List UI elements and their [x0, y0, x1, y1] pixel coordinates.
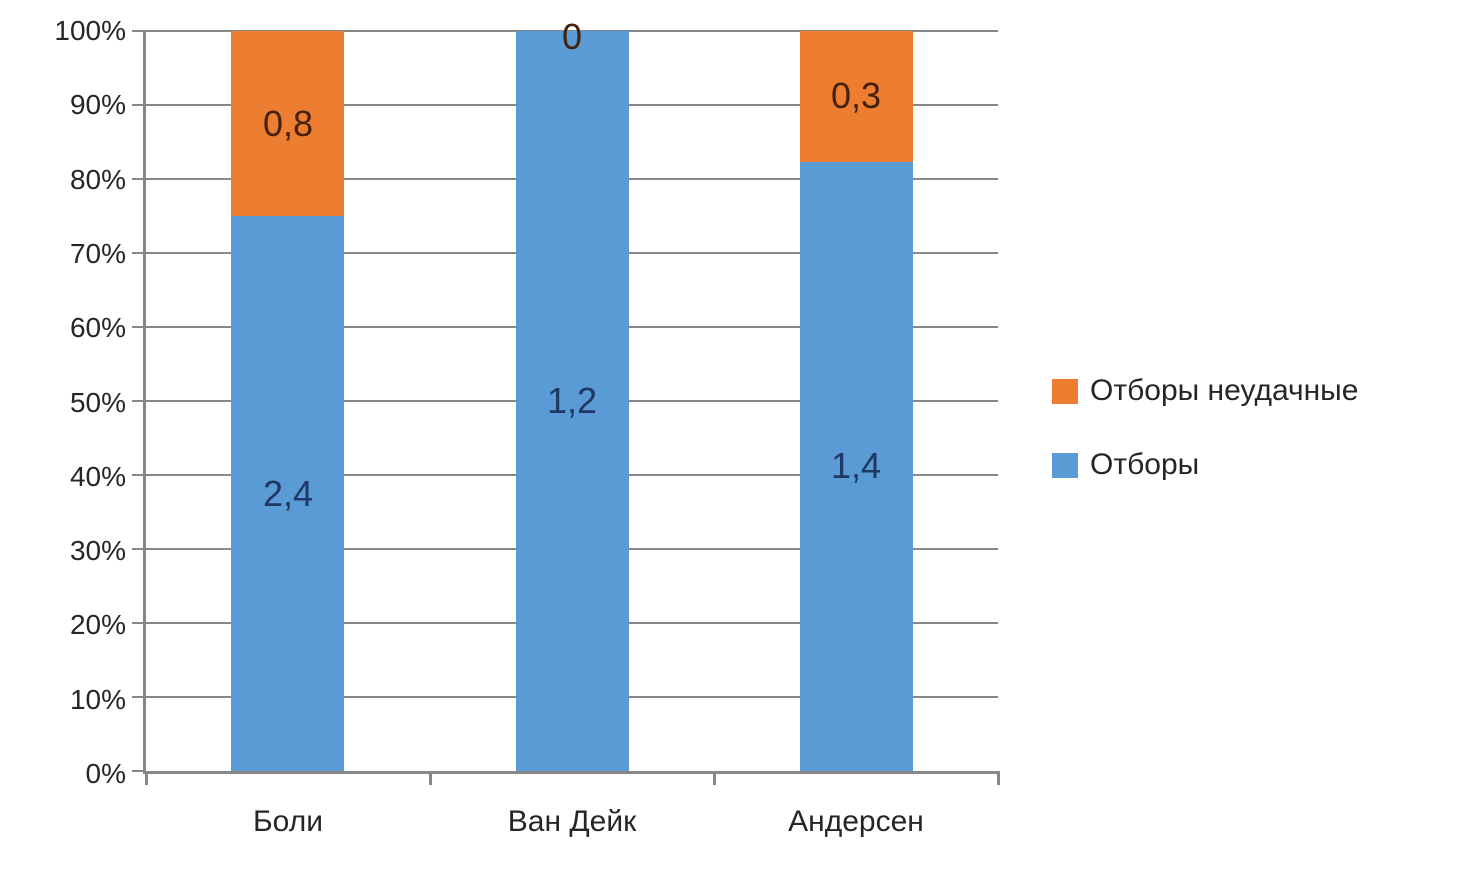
x-axis-tick [145, 771, 148, 785]
y-axis-tick [132, 548, 146, 550]
bar-segment [231, 31, 345, 216]
y-axis-tick-label: 90% [69, 89, 126, 121]
y-axis-tick-label: 50% [69, 386, 126, 418]
x-axis-category-label: Андерсен [788, 805, 924, 838]
y-axis-tick-label: 70% [69, 237, 126, 269]
bar-data-label: 2,4 [262, 472, 314, 514]
bar-segment [799, 31, 913, 162]
y-axis-tick [132, 400, 146, 402]
y-axis-tick [132, 474, 146, 476]
legend-label: Отборы [1090, 448, 1200, 481]
bar-segment [231, 216, 345, 771]
legend: Отборы неудачные Отборы [1052, 374, 1358, 522]
square-swatch-icon [1052, 452, 1078, 478]
bar-data-label: 1,4 [830, 445, 882, 487]
x-axis-tick [712, 771, 716, 785]
plot-area: 2,4 0,8 Боли 1,2 0 Ван Дейк 1,4 0,3 Андерсен [132, 16, 1000, 838]
y-axis-tick-label: 40% [69, 460, 126, 492]
y-axis-tick-label: 80% [69, 163, 126, 195]
bar-column: 2,4 0,8 [231, 31, 345, 771]
bar-column: 1,4 0,3 [799, 31, 913, 771]
legend-label: Отборы неудачные [1090, 374, 1359, 407]
y-axis-tick-label: 100% [54, 15, 126, 46]
bar-data-label: 1,2 [546, 380, 598, 421]
y-axis-tick-label: 10% [69, 683, 126, 715]
x-axis-category-label: Боли [252, 805, 323, 838]
x-axis-category-label: Ван Дейк [507, 805, 637, 838]
y-axis-tick-label: 0% [85, 758, 126, 789]
y-axis-tick-label: 30% [69, 535, 126, 567]
bar-segment [515, 31, 629, 771]
y-axis-tick [132, 30, 146, 32]
y-axis-tick [132, 696, 146, 698]
bar-data-label: 0,3 [830, 75, 882, 117]
legend-item: Отборы [1052, 448, 1358, 482]
bar-column: 1,2 0 [515, 16, 629, 771]
bar-data-label: 0,8 [262, 102, 314, 144]
bar-segment [799, 161, 913, 771]
y-axis-tick [132, 770, 146, 772]
x-axis-tick [428, 771, 432, 785]
bar-data-label: 0 [561, 16, 583, 57]
legend-item: Отборы неудачные [1052, 374, 1358, 408]
y-axis-tick [132, 104, 146, 106]
y-axis-tick [132, 622, 146, 624]
y-axis-tick [132, 178, 146, 180]
square-swatch-icon [1052, 378, 1078, 404]
y-axis-tick-label: 60% [69, 312, 126, 344]
y-axis-tick [132, 252, 146, 254]
y-axis-labels: 0% 10% 20% 30% 40% 50% 60% 70% 80% 90% 100% [0, 15, 126, 789]
y-axis-tick-label: 20% [69, 609, 126, 641]
x-axis-tick [997, 771, 1000, 785]
y-axis-tick [132, 326, 146, 328]
